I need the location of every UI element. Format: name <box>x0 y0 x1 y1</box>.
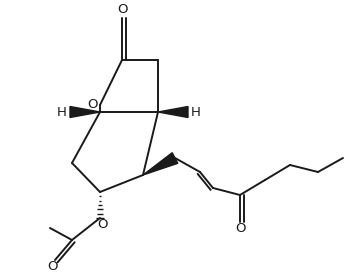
Polygon shape <box>158 107 188 117</box>
Text: O: O <box>48 261 58 273</box>
Text: H: H <box>57 105 67 119</box>
Text: O: O <box>97 218 107 230</box>
Text: O: O <box>235 222 245 235</box>
Polygon shape <box>70 107 100 117</box>
Polygon shape <box>143 153 178 175</box>
Text: H: H <box>191 105 201 119</box>
Text: O: O <box>117 3 127 16</box>
Text: O: O <box>87 98 97 112</box>
